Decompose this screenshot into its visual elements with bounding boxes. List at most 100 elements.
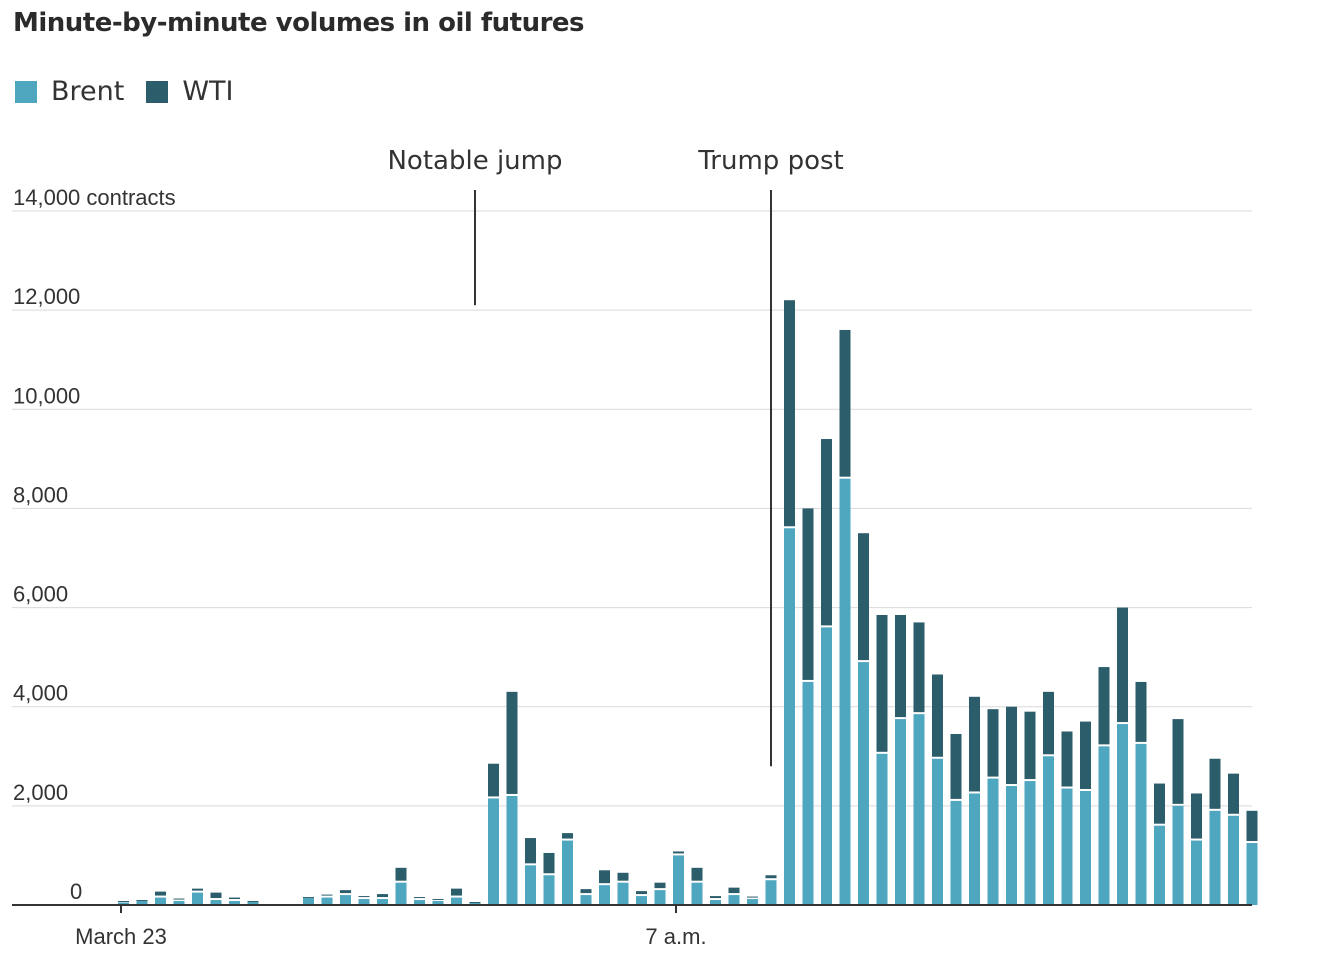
bar-wti (1246, 810, 1258, 842)
bar-wti (617, 872, 629, 881)
bar-wti (1080, 721, 1091, 789)
bar-wti (1172, 719, 1184, 804)
bar-wti (525, 838, 536, 864)
bar-wti (192, 888, 203, 891)
bar-wti (377, 894, 388, 898)
bar-wti (728, 887, 740, 894)
bar-brent (1228, 815, 1239, 905)
bar-wti (247, 901, 259, 903)
x-tick-label: 7 a.m. (645, 924, 706, 949)
bar-wti (765, 875, 777, 879)
bar-brent (802, 681, 814, 905)
bar-brent (210, 900, 222, 905)
bar-brent (821, 627, 832, 905)
bar-brent (395, 882, 407, 905)
bar-brent (229, 901, 240, 905)
bar-wti (432, 899, 444, 901)
bar-brent (451, 897, 462, 905)
bar-wti (599, 870, 610, 884)
bar-brent (1024, 781, 1036, 905)
bar-wti (710, 896, 721, 899)
bar-wti (118, 901, 129, 903)
bar-wti (1191, 793, 1202, 839)
y-tick-label: 10,000 (13, 383, 80, 408)
bar-wti (969, 696, 980, 792)
bar-brent (303, 898, 314, 905)
gridlines (12, 210, 1252, 807)
bar-wti (673, 851, 684, 854)
bar-wti (155, 891, 166, 896)
bar-brent (118, 902, 129, 905)
bar-brent (155, 897, 166, 905)
y-tick-label: 4,000 (13, 681, 68, 706)
bar-brent (1246, 843, 1258, 905)
bar-wti (1024, 711, 1036, 780)
legend: Brent WTI (15, 76, 256, 107)
legend-item-brent: Brent (15, 76, 124, 107)
bar-wti (395, 867, 407, 881)
bar-wti (654, 882, 666, 889)
bar-brent (192, 892, 203, 905)
bar-wti (469, 902, 481, 904)
legend-swatch-brent (15, 80, 37, 103)
bar-brent (247, 902, 259, 905)
bar-brent (987, 778, 999, 905)
bar-wti (358, 896, 370, 898)
bar-wti (1228, 773, 1239, 814)
bar-brent (1061, 788, 1073, 905)
bar-wti (340, 890, 351, 894)
bar-brent (673, 855, 684, 905)
bar-brent (358, 899, 370, 905)
bar-wti (784, 300, 795, 527)
bar-wti (229, 897, 240, 900)
bar-brent (710, 900, 721, 905)
bar-brent (765, 880, 777, 905)
bar-wti (802, 508, 814, 680)
bar-wti (950, 733, 962, 799)
bar-wti (1117, 607, 1128, 723)
bar-brent (340, 895, 351, 905)
bar-wti (839, 329, 851, 477)
bar-brent (636, 896, 647, 905)
bar-brent (1191, 840, 1202, 905)
bar-brent (506, 795, 518, 905)
bar-wti (1135, 681, 1147, 742)
bar-brent (599, 885, 610, 905)
bar-brent (784, 528, 795, 905)
bar-wti (913, 622, 925, 713)
bar-brent (1006, 786, 1017, 905)
bar-brent (377, 899, 388, 905)
bar-wti (858, 533, 869, 661)
bar-wti (821, 439, 832, 626)
bar-wti (562, 833, 573, 839)
bar-wti (580, 889, 592, 894)
bar-wti (136, 900, 148, 902)
bar-wti (691, 867, 703, 881)
y-tick-label: 2,000 (13, 780, 68, 805)
bar-brent (562, 840, 573, 905)
bar-brent (932, 758, 943, 905)
bar-wti (543, 852, 555, 874)
bar-brent (525, 865, 536, 905)
bar-brent (1172, 805, 1184, 905)
bar-brent (691, 882, 703, 905)
bar-wti (321, 894, 333, 896)
axes: 0 2,000 4,000 6,000 8,000 10,000 12,000 14,000 … (12, 185, 1252, 949)
bar-wti (895, 615, 906, 718)
bar-brent (1117, 724, 1128, 905)
bar-brent (617, 882, 629, 905)
bar-wti (1154, 783, 1165, 824)
legend-swatch-wti (146, 80, 169, 103)
bar-brent (895, 719, 906, 905)
x-tick-label: March 23 (75, 924, 167, 949)
bar-brent (1154, 825, 1165, 905)
bar-brent (136, 901, 148, 905)
bar-wti (414, 897, 425, 899)
y-tick-label: 14,000 contracts (13, 185, 176, 210)
legend-label-brent: Brent (51, 76, 125, 107)
bar-wti (210, 892, 222, 899)
bar-brent (969, 793, 980, 905)
bar-wti (1061, 731, 1073, 787)
bar-brent (913, 714, 925, 905)
